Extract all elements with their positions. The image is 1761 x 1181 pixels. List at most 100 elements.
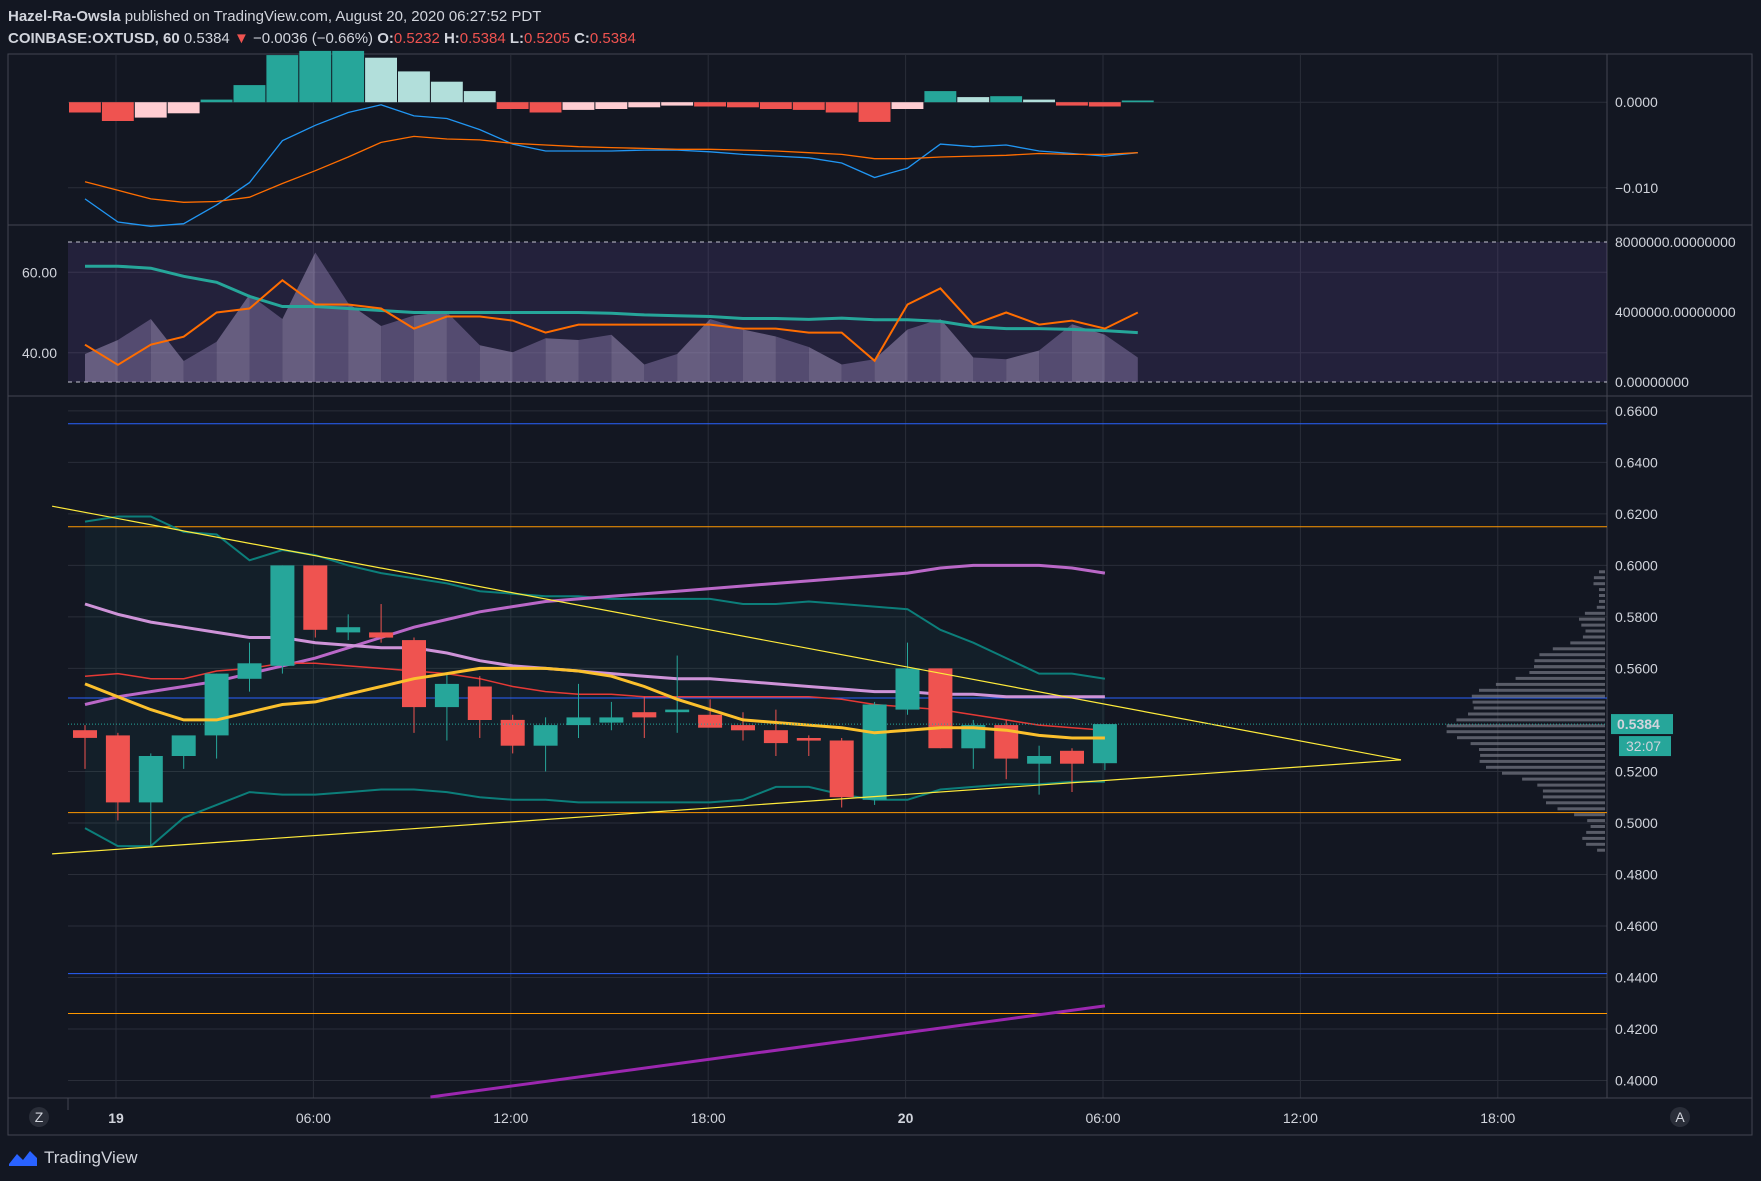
- candle-body: [369, 632, 394, 638]
- trendlines[interactable]: [51, 505, 1402, 1099]
- volume-segment: [940, 319, 974, 382]
- macd-histogram-bar: [957, 97, 990, 103]
- symbol-label[interactable]: COINBASE:OXTUSD, 60: [8, 30, 180, 47]
- candle-body: [566, 717, 591, 726]
- volume-segment: [710, 319, 743, 382]
- candle[interactable]: [665, 655, 690, 733]
- macd-histogram-bar: [727, 102, 759, 108]
- symbol-line: COINBASE:OXTUSD, 60 0.5384 ▼ −0.0036 (−0…: [8, 28, 1748, 50]
- candle-body: [698, 714, 723, 728]
- candle[interactable]: [895, 642, 920, 715]
- tradingview-logo-icon: [9, 1151, 37, 1166]
- candle[interactable]: [369, 604, 394, 643]
- time-tick-label: 18:00: [691, 1110, 726, 1126]
- volume-profile-bar: [1472, 700, 1605, 704]
- candle[interactable]: [763, 709, 788, 756]
- volume-segment: [249, 294, 283, 382]
- volume-segment: [1006, 350, 1040, 382]
- candle[interactable]: [105, 732, 130, 821]
- macd-panel[interactable]: 0.0000 −0.010: [69, 50, 1658, 227]
- a-button-label: A: [1675, 1109, 1685, 1125]
- rsi-volume-panel[interactable]: 60.00 40.00 8000000.00000000 4000000.000…: [22, 234, 1736, 390]
- volume-profile-bar: [1599, 570, 1605, 574]
- brand-footer[interactable]: TradingView: [8, 1146, 138, 1170]
- candle[interactable]: [303, 565, 328, 638]
- macd-line: [84, 104, 1138, 227]
- volume-segment: [479, 345, 513, 382]
- price-tick-label: 0.4400: [1615, 970, 1658, 986]
- horizontal-levels[interactable]: [68, 423, 1607, 1015]
- volume-segment: [414, 312, 447, 382]
- candle-body: [763, 730, 788, 744]
- close-value: 0.5384: [589, 30, 636, 47]
- macd-histogram-bar: [398, 71, 430, 103]
- price-tick-label: 0.5000: [1615, 815, 1658, 831]
- volume-profile-bar: [1596, 605, 1605, 609]
- volume-profile-bar: [1597, 848, 1605, 852]
- candle[interactable]: [204, 673, 229, 759]
- candle[interactable]: [171, 735, 196, 769]
- candle[interactable]: [796, 735, 821, 756]
- candle[interactable]: [138, 753, 163, 847]
- close-label: C:: [574, 30, 590, 47]
- price-tick-label: 0.6400: [1615, 454, 1658, 470]
- price-panel[interactable]: 0.6600 0.6400 0.6200 0.6000 0.5800 0.5600 0.52…: [51, 403, 1673, 1099]
- candle[interactable]: [862, 701, 887, 805]
- candle[interactable]: [467, 676, 492, 738]
- last-price-box: [1611, 714, 1673, 735]
- trendline[interactable]: [430, 1004, 1106, 1099]
- candle-body: [434, 683, 459, 708]
- candle[interactable]: [237, 642, 262, 692]
- volume-segment: [1039, 324, 1072, 382]
- a-button[interactable]: [1670, 1107, 1690, 1127]
- price-tick-label: 0.4600: [1615, 918, 1658, 934]
- trendline[interactable]: [51, 505, 1402, 761]
- volume-segment: [183, 341, 217, 382]
- candle[interactable]: [336, 614, 361, 641]
- volume-segment: [446, 312, 480, 382]
- candle[interactable]: [928, 668, 953, 749]
- auto-scale-right[interactable]: A: [1670, 1107, 1690, 1127]
- candle[interactable]: [434, 673, 459, 741]
- candle[interactable]: [632, 696, 657, 738]
- time-axis[interactable]: 19 06:00 12:00 18:00 20 06:00 12:00 18:00: [67, 1098, 1516, 1126]
- author-name[interactable]: Hazel-Ra-Owsla: [8, 8, 121, 25]
- candle[interactable]: [566, 683, 591, 738]
- volume-profile-bar: [1539, 653, 1605, 657]
- candle[interactable]: [731, 712, 755, 741]
- candle[interactable]: [533, 717, 558, 772]
- publish-info: published on TradingView.com, August 20,…: [124, 8, 542, 25]
- candle[interactable]: [829, 737, 854, 808]
- z-button[interactable]: [29, 1107, 49, 1127]
- macd-signal-line: [84, 135, 1138, 203]
- candle[interactable]: [270, 565, 295, 674]
- macd-histogram-bar: [332, 50, 365, 103]
- candle-body: [467, 686, 492, 720]
- trendline[interactable]: [52, 759, 1402, 855]
- candle[interactable]: [402, 637, 426, 733]
- candle[interactable]: [599, 701, 624, 731]
- candle[interactable]: [73, 725, 97, 769]
- auto-scale-left[interactable]: Z: [29, 1107, 49, 1127]
- volume-profile-bar: [1446, 724, 1605, 728]
- volume-profile-bar: [1486, 765, 1605, 769]
- rsi-line: [84, 279, 1139, 366]
- macd-histogram-bar: [1121, 100, 1154, 103]
- volume-profile-bar: [1480, 753, 1605, 757]
- countdown-label: 32:07: [1626, 738, 1661, 754]
- candle-body: [105, 735, 130, 803]
- volume-profile-bar: [1570, 641, 1605, 645]
- candle-body: [138, 756, 163, 803]
- volume-profile-bar: [1581, 623, 1605, 627]
- candle[interactable]: [1027, 745, 1052, 795]
- candle[interactable]: [1092, 724, 1117, 771]
- macd-histogram-bar: [628, 102, 661, 108]
- candles[interactable]: [73, 565, 1117, 847]
- candle[interactable]: [1060, 748, 1084, 793]
- macd-histogram-bar: [529, 102, 562, 113]
- volume-tick-4m: 4000000.00000000: [1615, 304, 1736, 320]
- candle-body: [796, 738, 821, 741]
- volume-segment: [315, 252, 349, 382]
- macd-histogram-bar: [430, 81, 463, 103]
